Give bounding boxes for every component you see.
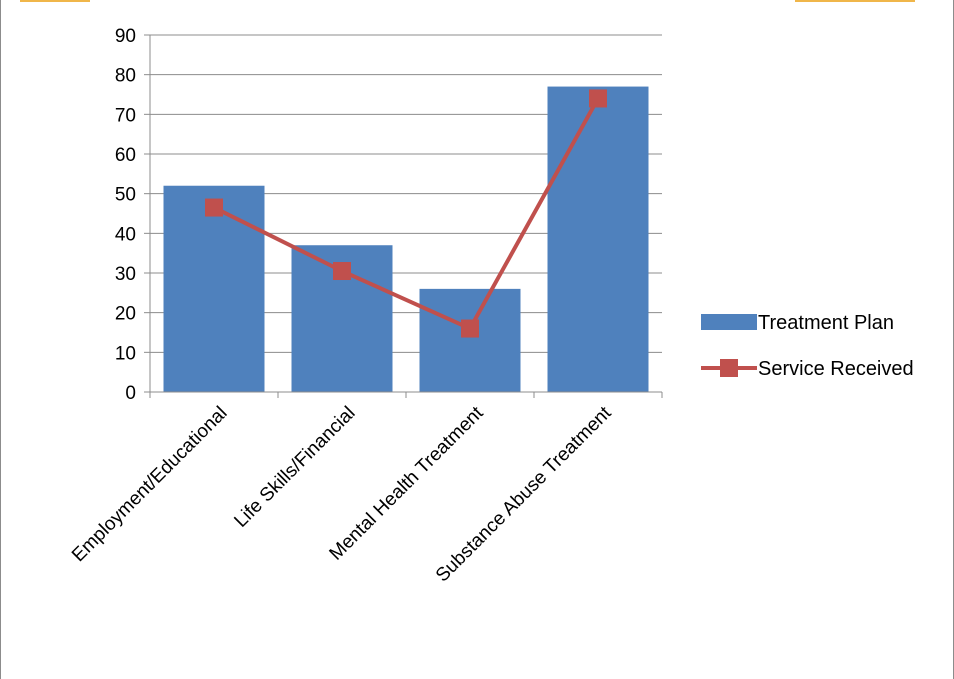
y-tick-label: 80 xyxy=(115,66,136,87)
line-marker xyxy=(461,319,479,338)
x-category-label: Employment/Educational xyxy=(68,403,231,566)
line-marker xyxy=(589,89,607,108)
legend-label: Treatment Plan xyxy=(758,312,894,334)
x-category-label: Life Skills/Financial xyxy=(230,403,359,532)
y-tick-label: 70 xyxy=(115,105,136,126)
legend-swatch-bar xyxy=(701,314,757,330)
bar xyxy=(163,185,265,392)
series-line xyxy=(213,97,600,331)
axes xyxy=(149,35,663,398)
bar xyxy=(547,86,649,393)
line-marker xyxy=(205,198,223,217)
clipped-title-fragment-right xyxy=(795,0,915,2)
bar-series xyxy=(163,86,649,393)
y-tick-label: 60 xyxy=(115,145,136,166)
y-tick-label: 10 xyxy=(115,343,136,364)
y-tick-label: 90 xyxy=(115,26,136,47)
line-series xyxy=(205,89,607,338)
y-tick-label: 20 xyxy=(115,304,136,325)
top-strip xyxy=(0,0,954,7)
y-tick-label: 50 xyxy=(115,185,136,206)
legend: Treatment Plan Service Received xyxy=(701,312,914,380)
y-tick-label: 30 xyxy=(115,264,136,285)
line-marker xyxy=(333,262,351,281)
y-axis-ticks: 0 10 20 30 40 50 60 70 80 90 xyxy=(115,26,150,404)
y-tick-label: 0 xyxy=(125,383,136,404)
legend-label: Service Received xyxy=(758,358,914,380)
y-tick-label: 40 xyxy=(115,224,136,245)
clipped-title-fragment-left xyxy=(20,0,90,2)
bar xyxy=(419,288,521,392)
legend-swatch-marker xyxy=(720,359,738,377)
